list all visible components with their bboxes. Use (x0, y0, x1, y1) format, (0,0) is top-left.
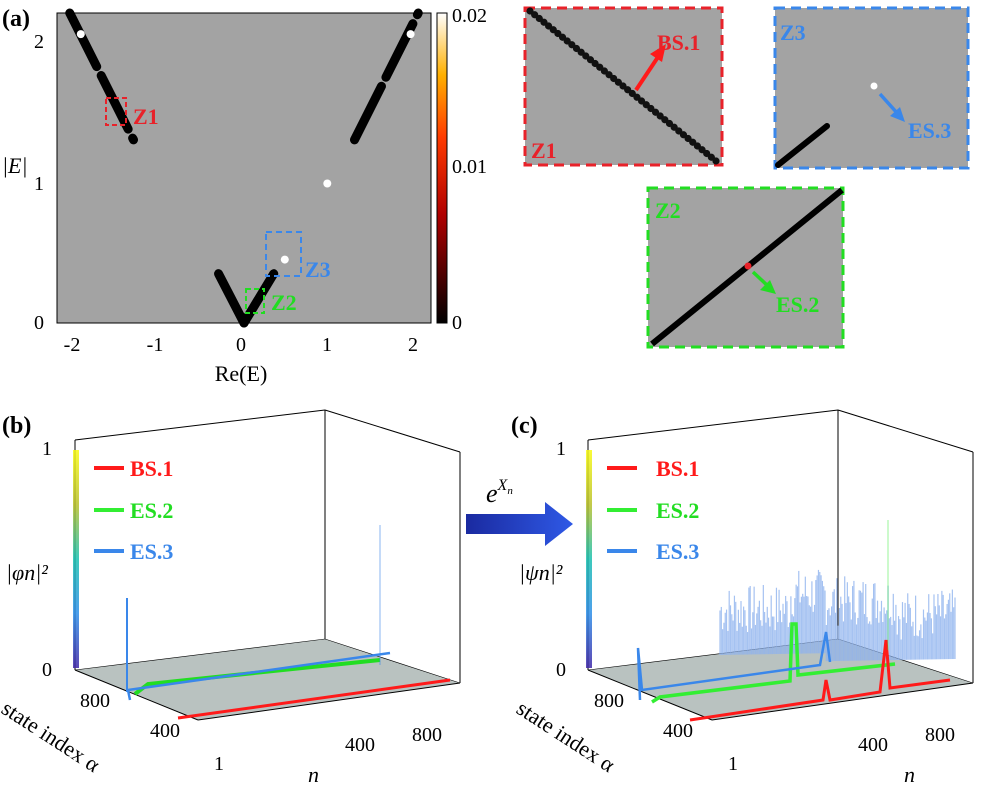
arrow-es3 (878, 92, 900, 116)
legend-label-es2: ES.2 (130, 498, 173, 523)
alpha-tick: 800 (594, 690, 624, 712)
inset-z3: ES.3 Z3 (773, 6, 970, 170)
legend-b: BS.1 ES.2 ES.3 (94, 456, 173, 564)
colorbar-tick: 0 (452, 312, 462, 334)
transform-label: eXn (486, 477, 513, 508)
colorbar-3d (586, 450, 592, 668)
inset-label-es3: ES.3 (908, 118, 951, 143)
legend-label-es3: ES.3 (656, 539, 699, 564)
alpha-tick: 800 (80, 690, 110, 712)
z-tick: 1 (42, 438, 52, 460)
y-tick: 2 (34, 31, 44, 53)
x-tick: -2 (64, 334, 81, 356)
inset-name-z3: Z3 (780, 20, 806, 45)
legend-label-bs1: BS.1 (656, 456, 699, 481)
band-segment (775, 123, 830, 168)
transform-arrow: eXn (466, 477, 573, 546)
panel-a-axes: -2 -1 0 1 2 0 1 2 Re(E) |E| (2, 31, 418, 386)
z-tick: 1 (556, 438, 566, 460)
arrow-bs1 (634, 52, 662, 92)
highlight-point (280, 255, 289, 264)
legend-label-es2: ES.2 (656, 498, 699, 523)
alpha-tick: 400 (663, 720, 693, 742)
colorbar: 0 0.01 0.02 (436, 5, 487, 334)
y-tick: 0 (34, 312, 44, 334)
z-axis-label: |φn|² (6, 560, 48, 585)
z-tick: 0 (42, 659, 52, 681)
zoom-label-z2: Z2 (271, 290, 297, 315)
z-tick: 0 (556, 659, 566, 681)
arrow-shape (466, 502, 573, 546)
n-tick: 400 (858, 734, 888, 756)
inset-name-z2: Z2 (655, 198, 681, 223)
inset-z1: BS.1 Z1 (523, 6, 724, 167)
y-tick: 1 (34, 173, 44, 195)
n-tick: 800 (925, 724, 955, 746)
panel-c-label: (c) (511, 413, 538, 439)
alpha-tick: 400 (150, 720, 180, 742)
zoom-box-z1 (105, 97, 127, 126)
series-V-right (239, 269, 279, 328)
panel-b-plot (73, 409, 461, 721)
n-axis-label: n (904, 762, 915, 787)
legend-label-es3: ES.3 (130, 539, 173, 564)
inset-label-bs1: BS.1 (657, 30, 700, 55)
panel-c-plot (586, 409, 974, 722)
panel-a-plot: Z1 Z2 Z3 (56, 8, 432, 328)
zoom-label-z1: Z1 (133, 104, 159, 129)
state-point (744, 262, 752, 270)
arrow-head (650, 44, 666, 62)
y-axis-label: |E| (2, 153, 28, 178)
x-tick: -1 (147, 334, 164, 356)
series-V-left (214, 269, 249, 328)
highlight-point (76, 30, 85, 39)
zoom-label-z3: Z3 (305, 257, 331, 282)
zoom-box-z3 (265, 231, 302, 277)
alpha-tick: 1 (728, 753, 738, 775)
inset-label-es2: ES.2 (776, 292, 819, 317)
plot-area (56, 12, 432, 324)
x-tick: 0 (236, 334, 246, 356)
inset-z2: ES.2 Z2 (646, 186, 845, 349)
z-axis-label: |ψn|² (519, 560, 563, 585)
n-axis-label: n (308, 762, 319, 787)
panel-b-axes: 1 0 |φn|² 400 800 n 1 400 800 state inde… (0, 438, 442, 787)
trace-es3 (636, 631, 832, 701)
panel-a-label: (a) (2, 6, 30, 32)
x-tick: 1 (322, 334, 332, 356)
arrow-head (760, 280, 776, 294)
alpha-tick: 1 (214, 753, 224, 775)
trace-es2 (133, 658, 381, 696)
zoom-box-z2 (245, 288, 265, 314)
highlight-point (406, 30, 415, 39)
state-point (870, 82, 878, 90)
inset-name-z1: Z1 (531, 138, 557, 163)
x-tick: 2 (408, 334, 418, 356)
n-tick: 400 (345, 734, 375, 756)
x-axis-label: Re(E) (215, 361, 268, 386)
n-tick: 800 (412, 724, 442, 746)
colorbar-gradient (436, 12, 448, 324)
legend-c: BS.1 ES.2 ES.3 (607, 456, 699, 564)
trace-es2 (651, 622, 896, 704)
trace-bs1 (689, 639, 951, 722)
colorbar-tick: 0.01 (452, 156, 487, 178)
highlight-point (323, 179, 332, 188)
trace-bs1 (177, 678, 451, 720)
eigenvalue-dot (712, 157, 720, 165)
legend-label-bs1: BS.1 (130, 456, 173, 481)
colorbar-3d (73, 450, 79, 668)
arrow-head (890, 107, 905, 122)
panel-b-label: (b) (2, 413, 31, 439)
floor (75, 639, 460, 720)
colorbar-tick: 0.02 (452, 5, 487, 27)
